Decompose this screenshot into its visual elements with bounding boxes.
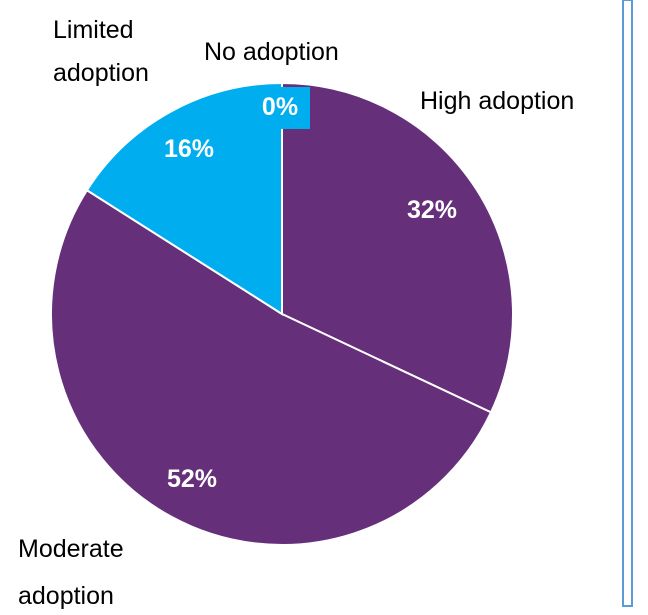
pie-category-labels: High adoption Moderate adoption Limited adop… [18, 16, 574, 610]
pie-slice-limited-adoption [85, 81, 283, 316]
category-label-moderate-adoption-line-1: Moderate [18, 535, 124, 563]
value-label-no-adoption: 0% [262, 93, 298, 121]
category-label-high-adoption-line-1: High adoption [420, 87, 574, 115]
value-label-limited-adoption: 16% [164, 135, 214, 163]
panel-border [622, 0, 633, 607]
pie-slice-moderate-adoption [50, 188, 493, 546]
pie-slices [50, 81, 514, 546]
category-label-no-adoption-line-1: No adoption [204, 38, 339, 66]
category-label-limited-adoption-line-1: Limited [53, 16, 134, 44]
pie-slice-high-adoption [281, 81, 514, 414]
value-label-high-adoption: 32% [407, 196, 457, 224]
value-label-moderate-adoption: 52% [167, 465, 217, 493]
category-label-limited-adoption-line-2: adoption [53, 59, 149, 87]
value-label-bg-no-adoption [250, 87, 310, 129]
pie-value-labels: 32% 52% 16% 0% [164, 87, 457, 493]
category-label-moderate-adoption-line-2: adoption [18, 582, 114, 610]
